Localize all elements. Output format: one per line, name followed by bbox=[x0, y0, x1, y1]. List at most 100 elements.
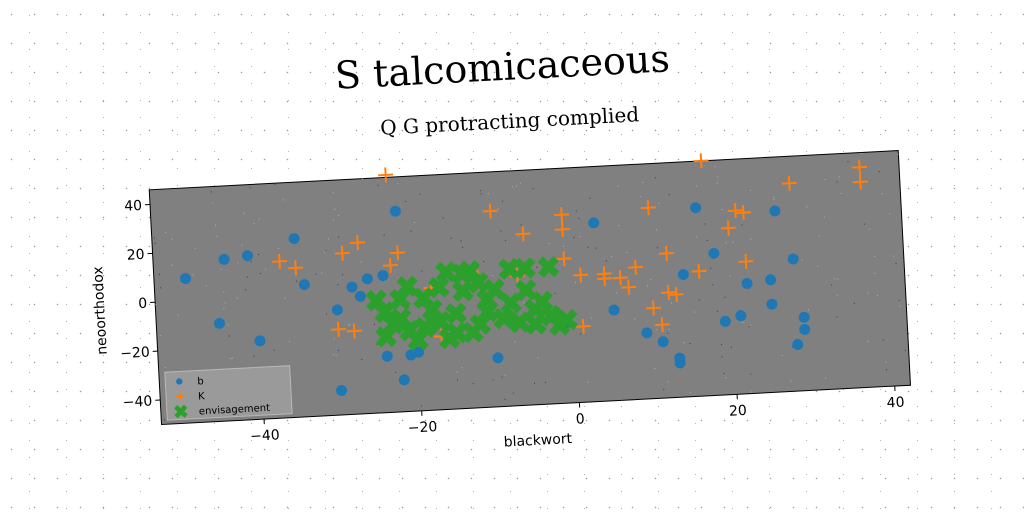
data-point bbox=[508, 311, 531, 334]
noise-speck bbox=[654, 367, 656, 369]
noise-speck bbox=[716, 182, 718, 184]
noise-speck bbox=[749, 189, 752, 191]
noise-speck bbox=[483, 260, 485, 263]
data-point bbox=[515, 279, 538, 302]
y-tick-label: 20 bbox=[126, 247, 145, 264]
noise-speck bbox=[492, 379, 494, 381]
noise-speck bbox=[171, 264, 173, 266]
noise-speck bbox=[668, 328, 670, 331]
noise-speck bbox=[897, 153, 899, 155]
data-point bbox=[218, 253, 230, 265]
noise-speck bbox=[667, 381, 669, 383]
noise-speck bbox=[231, 357, 233, 359]
data-point bbox=[612, 270, 628, 286]
noise-speck bbox=[670, 302, 672, 304]
noise-speck bbox=[840, 192, 842, 194]
data-point bbox=[660, 284, 677, 301]
noise-speck bbox=[253, 355, 255, 357]
noise-speck bbox=[171, 238, 173, 240]
data-point bbox=[645, 300, 662, 316]
data-point bbox=[627, 259, 644, 275]
noise-speck bbox=[617, 185, 619, 187]
noise-speck bbox=[397, 183, 399, 185]
data-point bbox=[330, 321, 346, 337]
noise-speck bbox=[575, 210, 577, 212]
x-axis-label: blackwort bbox=[503, 431, 573, 451]
noise-speck bbox=[192, 274, 194, 276]
noise-speck bbox=[610, 255, 612, 258]
data-point bbox=[451, 280, 474, 302]
noise-speck bbox=[523, 302, 525, 304]
noise-speck bbox=[587, 381, 589, 383]
noise-speck bbox=[750, 238, 752, 240]
noise-speck bbox=[324, 251, 326, 253]
noise-speck bbox=[337, 349, 339, 351]
noise-speck bbox=[504, 239, 506, 241]
noise-speck bbox=[420, 405, 423, 407]
noise-speck bbox=[626, 251, 628, 254]
noise-speck bbox=[818, 235, 820, 237]
noise-speck bbox=[899, 305, 901, 307]
noise-speck bbox=[885, 369, 887, 371]
noise-speck bbox=[241, 244, 243, 246]
data-point bbox=[213, 317, 225, 329]
noise-speck bbox=[504, 374, 506, 376]
noise-speck bbox=[721, 356, 723, 358]
noise-speck bbox=[348, 324, 350, 326]
noise-speck bbox=[413, 222, 415, 224]
legend-marker bbox=[176, 378, 183, 385]
noise-speck bbox=[689, 343, 691, 345]
noise-speck bbox=[878, 171, 880, 173]
noise-speck bbox=[748, 326, 750, 328]
y-axis: −40 −20 0 20 40 bbox=[120, 198, 161, 411]
noise-speck bbox=[732, 241, 734, 243]
noise-speck bbox=[824, 178, 826, 181]
noise-speck bbox=[258, 218, 260, 220]
noise-speck bbox=[881, 193, 883, 195]
noise-speck bbox=[836, 181, 838, 183]
noise-speck bbox=[694, 311, 696, 313]
noise-speck bbox=[325, 313, 328, 315]
data-point bbox=[492, 352, 504, 364]
noise-speck bbox=[158, 273, 160, 275]
noise-speck bbox=[698, 299, 700, 301]
plot-noise bbox=[153, 152, 906, 421]
noise-speck bbox=[160, 287, 162, 289]
noise-speck bbox=[341, 274, 343, 276]
noise-speck bbox=[250, 261, 252, 263]
noise-speck bbox=[721, 343, 723, 345]
noise-speck bbox=[790, 380, 792, 382]
noise-speck bbox=[361, 359, 363, 361]
noise-speck bbox=[228, 335, 230, 337]
data-point bbox=[765, 274, 777, 286]
y-tick-label: 0 bbox=[138, 296, 148, 312]
noise-speck bbox=[750, 373, 752, 375]
data-point bbox=[498, 258, 521, 280]
noise-speck bbox=[876, 294, 878, 297]
data-point bbox=[288, 260, 304, 276]
noise-speck bbox=[237, 262, 239, 264]
noise-speck bbox=[205, 285, 207, 287]
noise-speck bbox=[497, 208, 499, 210]
chart-subtitle: Q G protracting complied bbox=[380, 102, 640, 140]
noise-speck bbox=[574, 282, 577, 284]
data-point bbox=[396, 275, 419, 298]
noise-speck bbox=[724, 296, 726, 298]
noise-speck bbox=[725, 242, 727, 244]
data-point bbox=[354, 290, 366, 302]
noise-speck bbox=[721, 208, 723, 210]
noise-speck bbox=[500, 230, 502, 232]
noise-speck bbox=[395, 371, 397, 373]
noise-speck bbox=[259, 272, 261, 274]
noise-speck bbox=[501, 376, 503, 378]
noise-speck bbox=[278, 247, 280, 249]
noise-speck bbox=[332, 192, 334, 194]
noise-speck bbox=[349, 325, 351, 327]
noise-speck bbox=[442, 217, 444, 219]
noise-speck bbox=[515, 185, 517, 187]
data-point bbox=[298, 279, 310, 291]
noise-speck bbox=[615, 292, 617, 294]
noise-speck bbox=[554, 292, 556, 294]
noise-speck bbox=[246, 276, 248, 278]
data-point bbox=[492, 307, 515, 330]
